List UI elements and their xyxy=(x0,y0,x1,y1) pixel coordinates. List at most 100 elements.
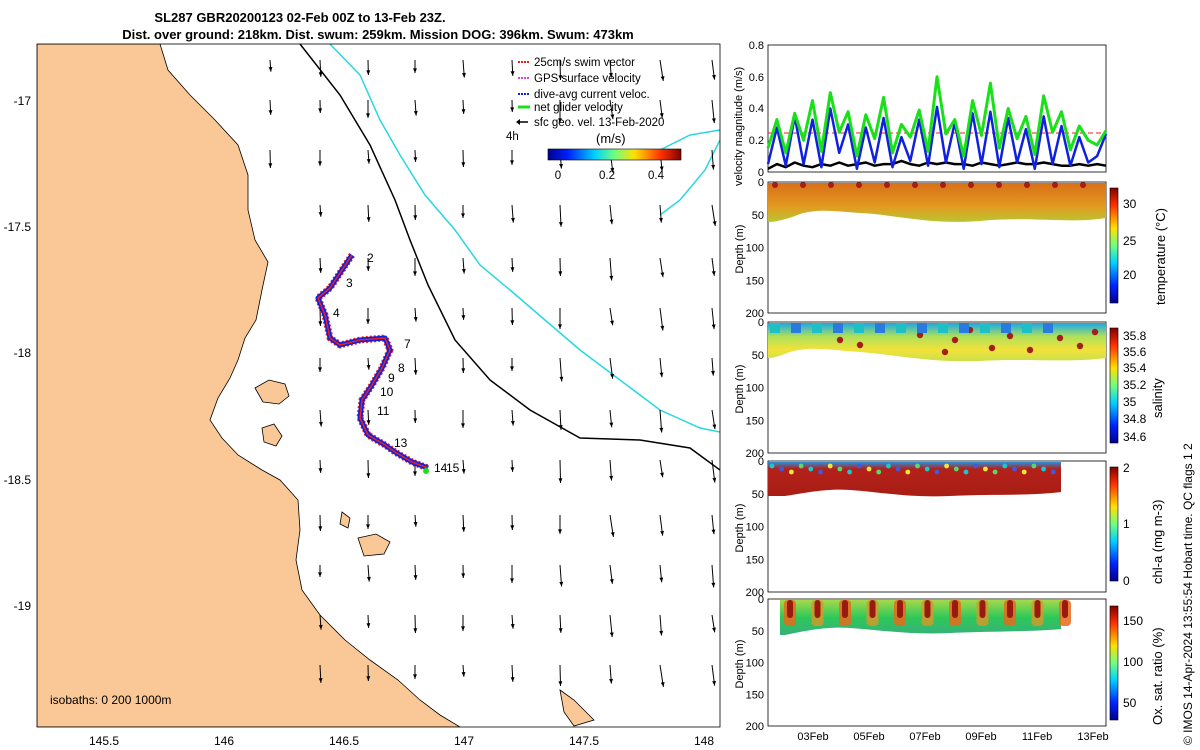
sal-surface-spot xyxy=(896,323,906,333)
current-arrow xyxy=(366,664,371,681)
ox-band-core xyxy=(924,600,931,618)
chl-spot xyxy=(992,469,998,475)
chl-spot xyxy=(895,466,901,472)
current-arrow xyxy=(659,99,664,118)
y-tick: 0.6 xyxy=(749,72,764,84)
current-arrow xyxy=(318,150,322,166)
current-arrow xyxy=(558,409,563,430)
current-arrow xyxy=(659,204,663,223)
cbar-tick: 35 xyxy=(1123,395,1137,409)
current-arrow xyxy=(461,205,465,218)
current-arrow xyxy=(510,565,514,583)
ox-band-core xyxy=(814,600,821,618)
depth-label: Depth (m) xyxy=(734,640,746,689)
current-arrow xyxy=(510,150,514,165)
depth-tick: 0 xyxy=(758,594,764,606)
current-arrow xyxy=(413,357,418,375)
current-arrow xyxy=(559,564,564,587)
cbar-tick: 0 xyxy=(1123,574,1130,588)
chl-spot xyxy=(953,466,959,472)
cbar-tick: 35.4 xyxy=(1123,361,1147,375)
current-arrow xyxy=(609,257,614,281)
lon-tick: 148 xyxy=(694,734,714,748)
current-arrow xyxy=(510,614,515,629)
depth-tick: 0 xyxy=(758,177,764,189)
surface-velocity-arrows xyxy=(268,59,717,688)
current-arrow xyxy=(366,459,371,478)
current-arrow xyxy=(558,515,562,534)
current-arrow xyxy=(461,99,466,114)
sal-surface-spot xyxy=(812,323,822,333)
chl-spot xyxy=(789,469,794,475)
current-arrow xyxy=(711,614,716,633)
current-arrow xyxy=(558,257,563,276)
sal-surface-spot xyxy=(875,323,885,333)
current-arrow xyxy=(413,665,417,679)
island xyxy=(254,379,290,405)
depth-tick: 200 xyxy=(746,721,764,733)
day-label: 7 xyxy=(404,337,411,351)
sal-spot xyxy=(856,341,864,349)
cbar-tick: 35.6 xyxy=(1123,345,1147,359)
current-arrow xyxy=(711,459,717,483)
depth-tick: 150 xyxy=(746,689,764,701)
x-tick: 05Feb xyxy=(853,731,884,743)
current-arrow xyxy=(510,664,515,682)
current-arrow xyxy=(609,307,614,326)
depth-axes: 0 50 100 150 200 Depth (m) 0 50 100 150 200 Depth (… xyxy=(734,177,764,733)
cbar-tick: 150 xyxy=(1123,614,1143,628)
sal-surface-spot xyxy=(1043,323,1053,333)
legend-label: sfc geo. vel. 13-Feb-2020 xyxy=(534,117,664,129)
depth-tick: 150 xyxy=(746,275,764,287)
depth-tick: 150 xyxy=(746,415,764,427)
x-tick: 11Feb xyxy=(1022,731,1052,743)
current-arrow xyxy=(711,204,717,227)
current-arrow xyxy=(711,257,716,276)
salinity-colorbar: 34.6 34.8 35 35.2 35.4 35.6 35.8 salinit… xyxy=(1109,327,1165,444)
island xyxy=(559,689,595,727)
chl-spot xyxy=(808,466,814,472)
chl-spot xyxy=(963,469,969,475)
ox-band-core xyxy=(952,600,958,618)
current-arrow xyxy=(461,257,466,274)
lat-tick: -18.5 xyxy=(4,473,32,487)
current-arrow xyxy=(413,514,418,527)
current-arrow xyxy=(413,99,418,116)
current-arrow xyxy=(318,565,322,577)
current-arrow xyxy=(510,358,514,371)
temp-spot xyxy=(800,182,806,188)
current-arrow xyxy=(413,60,417,73)
cbar-tick: 50 xyxy=(1123,696,1137,710)
current-arrow xyxy=(318,99,323,113)
depth-label: Depth (m) xyxy=(734,365,746,414)
depth-tick: 0 xyxy=(758,317,764,329)
sal-spot xyxy=(916,331,924,339)
legend-label: GPS surface velocity xyxy=(534,73,641,85)
ox-band-core xyxy=(842,600,848,618)
current-arrow xyxy=(711,357,715,376)
sal-surface-spot xyxy=(938,323,948,333)
temp-spot xyxy=(1052,182,1058,188)
temp-spot xyxy=(968,182,974,188)
temperature-panel xyxy=(767,181,1107,314)
current-arrow xyxy=(510,257,515,272)
chl-spot xyxy=(837,466,843,472)
chl-spot xyxy=(886,463,891,469)
series-line-net xyxy=(766,75,1108,158)
current-arrow xyxy=(413,307,418,322)
colorbar-title: (m/s) xyxy=(596,131,626,146)
cbar-label: Ox. sat. ratio (%) xyxy=(1150,627,1165,725)
current-arrow xyxy=(558,308,562,329)
current-arrow xyxy=(659,59,665,82)
lon-tick: 147.5 xyxy=(569,734,599,748)
sal-surface-spot xyxy=(980,323,990,333)
ox-band-core xyxy=(869,600,876,618)
temperature-colorbar: 20 25 30 temperature (°C) xyxy=(1109,187,1168,305)
depth-tick: 50 xyxy=(752,489,764,501)
y-tick: 0 xyxy=(758,167,764,179)
current-arrow xyxy=(366,515,370,529)
island xyxy=(339,511,351,529)
cbar-label: salinity xyxy=(1150,378,1165,418)
current-arrow xyxy=(609,59,613,78)
current-arrow xyxy=(510,514,515,530)
